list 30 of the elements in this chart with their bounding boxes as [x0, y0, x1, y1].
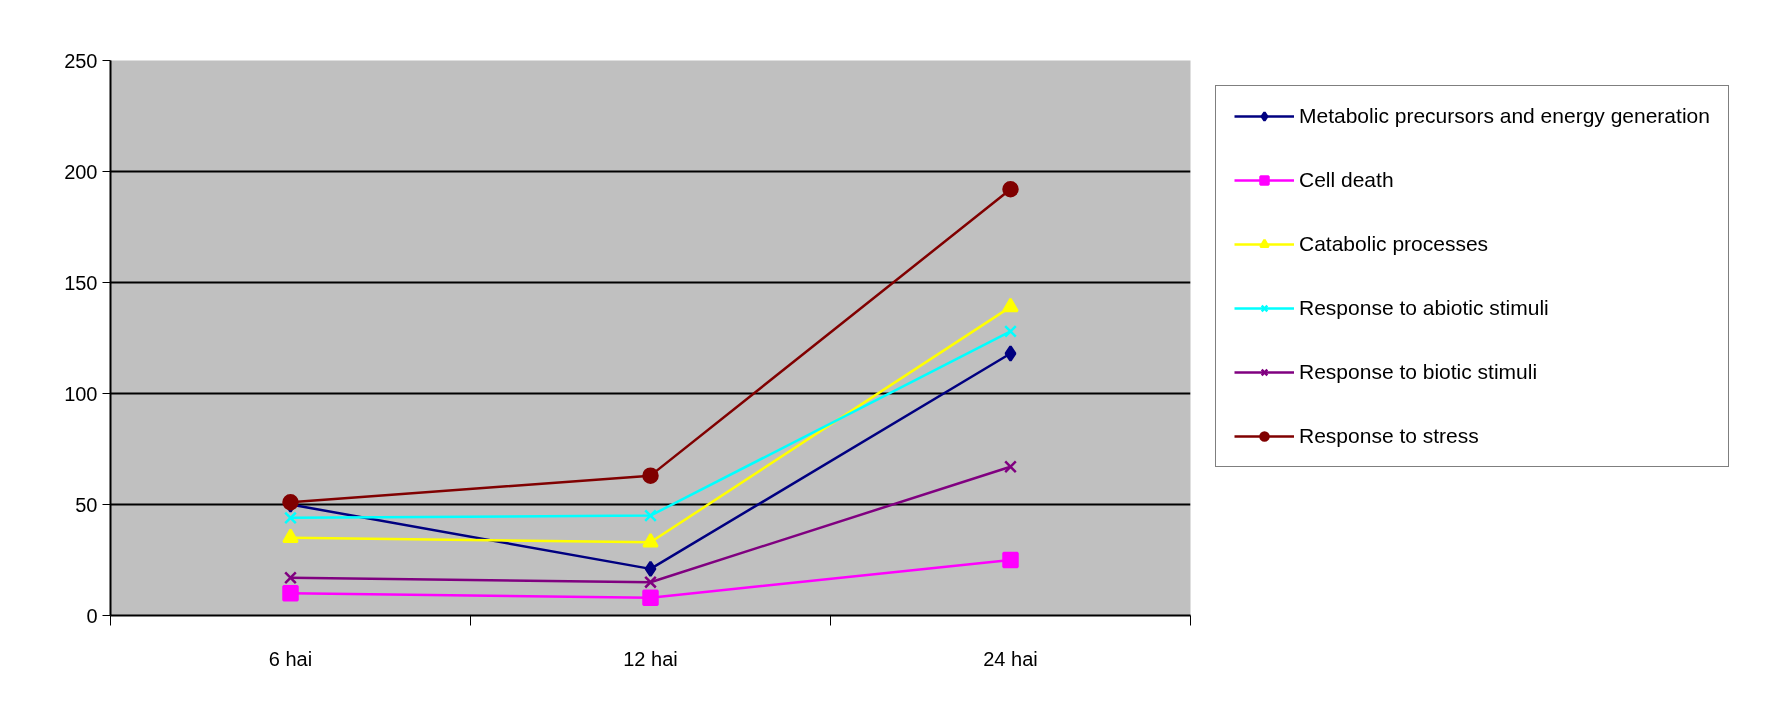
legend-label: Response to biotic stimuli [1299, 360, 1538, 384]
point [1003, 460, 1018, 474]
legend-label: Catabolic processes [1299, 232, 1489, 256]
y-tick-label: 200 [64, 160, 98, 183]
point [642, 589, 659, 606]
legend-label: Metabolic precursors and energy generation [1299, 104, 1710, 128]
point [642, 467, 659, 484]
point [644, 560, 657, 578]
y-tick-label: 100 [64, 382, 98, 405]
y-tick-label: 50 [75, 493, 98, 516]
point [643, 575, 658, 589]
legend-label: Response to stress [1299, 424, 1479, 448]
point [283, 511, 298, 525]
point [1002, 297, 1019, 313]
legend-label: Response to abiotic stimuli [1299, 296, 1549, 320]
point [1004, 345, 1017, 362]
point [282, 528, 299, 544]
point [1002, 551, 1019, 569]
point [1002, 181, 1019, 198]
x-tick-label: 12 hai [623, 647, 678, 670]
y-tick-label: 250 [64, 49, 98, 72]
x-tick-label: 24 hai [983, 647, 1038, 670]
y-tick-label: 150 [64, 271, 98, 294]
point [283, 571, 298, 585]
y-tick-label: 0 [86, 604, 98, 627]
x-tick-label: 6 hai [268, 647, 313, 670]
legend-label: Cell death [1299, 168, 1394, 192]
point [643, 509, 658, 523]
point [1003, 324, 1018, 338]
point [282, 585, 299, 602]
